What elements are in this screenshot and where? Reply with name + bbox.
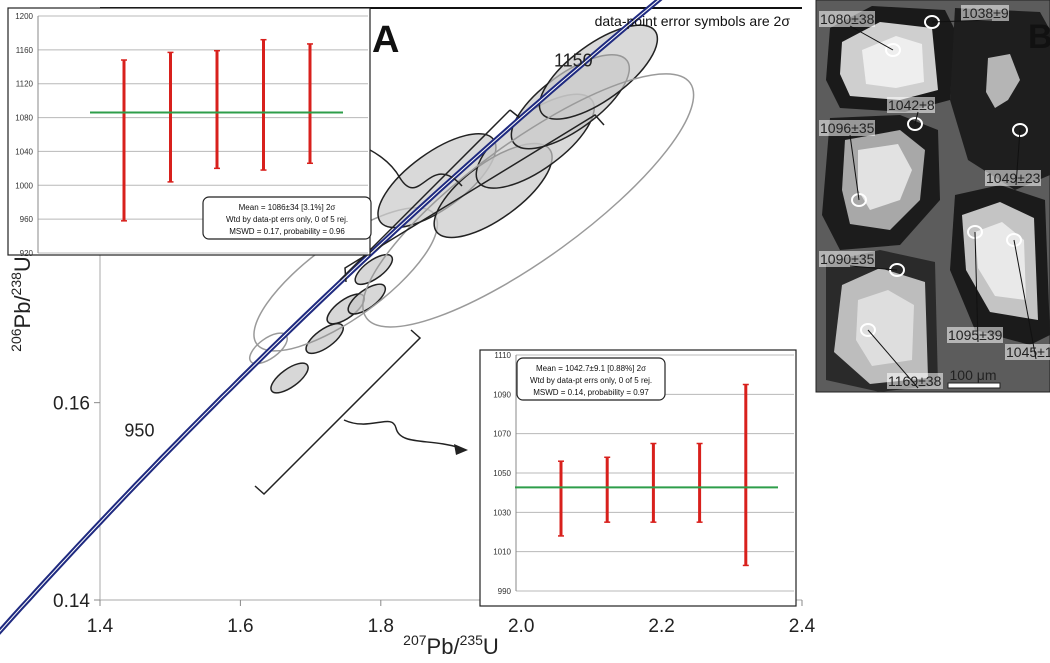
analysis-spot — [889, 263, 905, 277]
inset-y-tick-label: 1080 — [15, 114, 33, 123]
spot-age-label: 1169±38 — [888, 373, 942, 389]
analysis-spot — [1006, 233, 1022, 247]
inset-y-tick-label: 1090 — [493, 390, 511, 399]
concordia-age-label: 1150 — [554, 50, 593, 70]
inset-y-tick-label: 920 — [20, 249, 34, 258]
spot-label-backdrop — [887, 373, 943, 389]
stats-box-upper — [202, 196, 372, 240]
spot-age-label: 1049±23 — [986, 170, 1041, 186]
x-tick-label: 2.4 — [789, 616, 816, 637]
spot-label-backdrop — [961, 5, 1009, 21]
concordia-age-label: 950 — [124, 421, 154, 441]
panel-letter-b: B — [1028, 18, 1050, 56]
spot-label-backdrop — [819, 251, 875, 267]
y-tick-label: 0.14 — [53, 591, 90, 612]
analysis-spot — [907, 117, 923, 131]
panel-letter-a: A — [372, 19, 399, 61]
spot-age-label: 1080±38 — [820, 11, 875, 27]
inset-y-tick-label: 1050 — [493, 469, 511, 478]
stats-line: Wtd by data-pt errs only, 0 of 5 rej. — [226, 215, 348, 224]
spot-label-backdrop — [1005, 344, 1050, 360]
x-tick-label: 2.2 — [648, 616, 674, 637]
weighted-mean-inset-lower: 990 1010 1030 1050 1070 1090 1110 Mean = 1042.… — [479, 349, 797, 607]
stats-line: Mean = 1042.7±9.1 [0.88%] 2σ — [536, 364, 646, 373]
spot-label-backdrop — [887, 97, 935, 113]
inset-y-tick-label: 1120 — [16, 80, 34, 89]
spot-leader-line — [849, 134, 860, 201]
stats-line: MSWD = 0.17, probability = 0.96 — [229, 227, 345, 236]
bracket-upper-line — [344, 114, 605, 283]
error-ellipse — [362, 73, 695, 328]
analysis-spot — [885, 43, 901, 57]
inset-y-tick-label: 1070 — [493, 430, 511, 439]
analysis-spot — [851, 193, 867, 207]
inset-y-tick-label: 990 — [498, 587, 512, 596]
arrow-to-upper-inset — [353, 141, 463, 189]
inset-y-tick-label: 1010 — [493, 548, 511, 557]
y-tick-label: 0.16 — [53, 394, 90, 415]
analysis-spot — [860, 323, 876, 337]
x-tick-label: 1.6 — [227, 616, 253, 637]
error-ellipse — [270, 362, 309, 394]
error-ellipses — [248, 24, 695, 394]
concordia-highlight — [0, 0, 1016, 643]
spot-leader-line — [849, 265, 898, 271]
spot-age-label: 1042±8 — [888, 97, 935, 113]
scale-bar — [947, 382, 1001, 389]
spot-age-label: 1096±35 — [820, 120, 875, 136]
spot-leader-line — [931, 19, 993, 23]
x-tick-label: 2.0 — [508, 616, 534, 637]
zircon-images-panel: 1080±38 1038±9 1042±8 1096±35 1049±23 1090±35… — [815, 0, 1050, 393]
spot-age-label: 1038±9 — [962, 5, 1009, 21]
error-ellipse — [538, 24, 659, 120]
spot-leader-line — [914, 111, 919, 125]
spot-label-backdrop — [819, 120, 875, 136]
scale-bar-label: 100 μm — [950, 367, 997, 383]
inset-y-tick-label: 1160 — [16, 46, 34, 55]
inset-y-tick-label: 1200 — [15, 12, 33, 21]
inset-y-tick-label: 1110 — [494, 351, 511, 360]
inset-y-tick-label: 960 — [20, 215, 34, 224]
inset-y-tick-label: 1000 — [15, 181, 33, 190]
x-axis-label: 207Pb/235U — [403, 632, 499, 659]
x-tick-label: 1.8 — [368, 616, 394, 637]
spot-leader-line — [1015, 129, 1021, 186]
spot-label-backdrop — [947, 327, 1003, 343]
stats-line: MSWD = 0.14, probability = 0.97 — [533, 388, 649, 397]
error-ellipse — [354, 253, 394, 286]
bracket-lower-line — [254, 329, 422, 496]
weighted-mean-inset-upper: 920 960 1000 1040 1080 1120 1160 1200 Mean = 10… — [7, 7, 372, 258]
spot-label-backdrop — [819, 11, 875, 27]
spot-age-label: 1090±35 — [820, 251, 875, 267]
spot-leader-line — [849, 25, 894, 51]
error-symbol-note: data-point error symbols are 2σ — [595, 13, 791, 29]
bracket-upper — [339, 109, 521, 281]
arrow-head-lower — [454, 444, 468, 455]
x-tick-label: 1.4 — [87, 616, 114, 637]
arrow-to-lower-inset — [343, 419, 461, 449]
stats-box-lower — [516, 357, 666, 401]
spot-leader-line — [1013, 239, 1037, 360]
spot-age-label: 1095±39 — [948, 327, 1003, 343]
spot-label-backdrop — [985, 170, 1041, 186]
stats-line: Mean = 1086±34 [3.1%] 2σ — [239, 203, 336, 212]
inset-y-tick-label: 1030 — [493, 508, 511, 517]
spot-leader-line — [974, 231, 979, 343]
spot-leader-line — [867, 329, 919, 389]
stats-line: Wtd by data-pt errs only, 0 of 5 rej. — [530, 376, 652, 385]
spot-age-label: 1045±10 — [1006, 344, 1050, 360]
y-axis-label: 206Pb/238U — [8, 256, 35, 352]
inset-y-tick-label: 1040 — [15, 147, 33, 156]
